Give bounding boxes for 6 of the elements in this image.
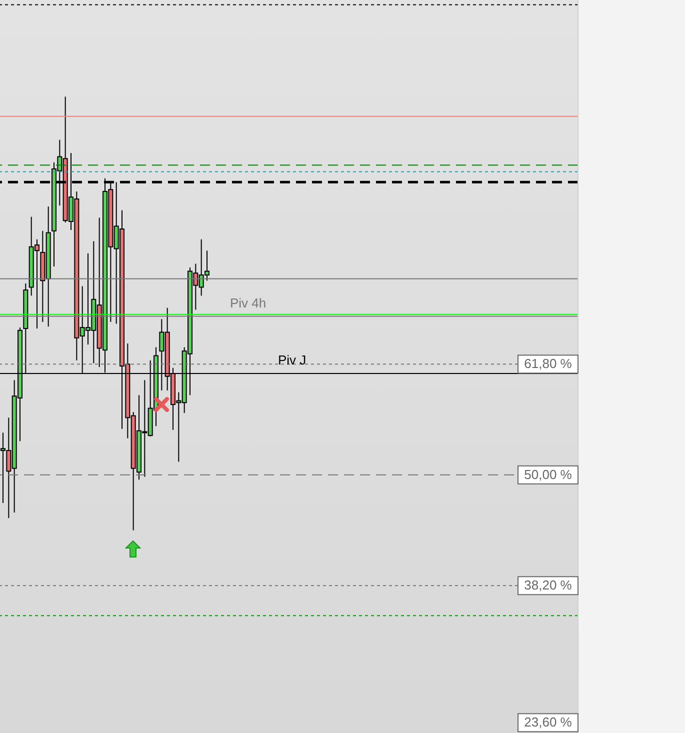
- ref-line-label: Piv J: [278, 352, 306, 368]
- y-tick-label: 23,60 %: [524, 714, 572, 730]
- y-tick-label: 50,00 %: [524, 466, 572, 482]
- y-tick-label: 61,80 %: [524, 356, 572, 372]
- ref-line-label: Piv 4h: [230, 295, 266, 310]
- y-tick-label: 38,20 %: [524, 578, 572, 593]
